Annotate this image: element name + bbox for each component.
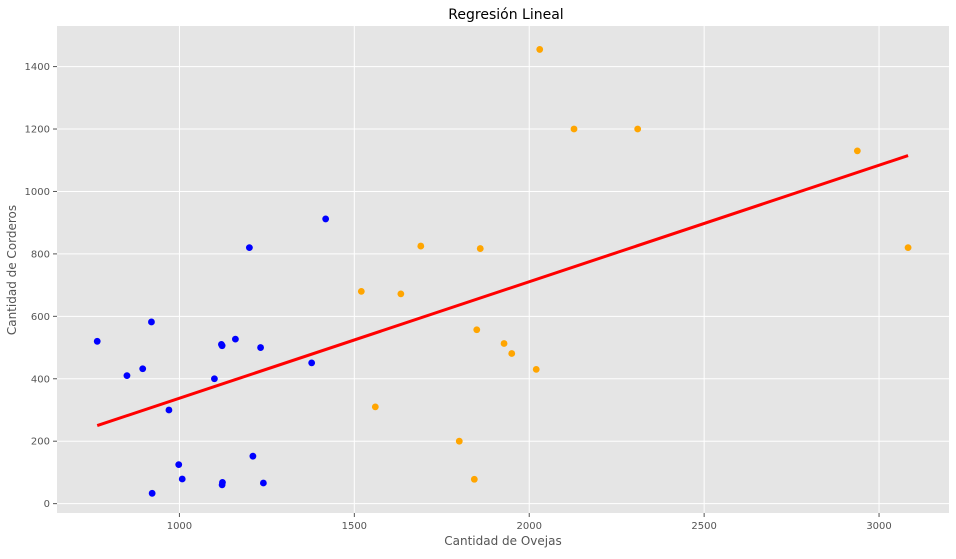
- x-tick-label: 3000: [866, 521, 891, 532]
- y-axis-label: Cantidad de Corderos: [5, 205, 19, 335]
- data-point-orange: [417, 242, 425, 250]
- data-point-blue: [245, 244, 253, 252]
- x-tick-label: 2000: [517, 521, 542, 532]
- data-point-blue: [257, 344, 264, 351]
- x-tick-label: 1500: [342, 521, 367, 532]
- chart-title: Regresión Lineal: [448, 7, 563, 23]
- data-point-blue: [211, 375, 218, 383]
- data-point-blue: [139, 365, 147, 373]
- x-tick-label: 1000: [167, 521, 192, 532]
- regression-line: [96, 154, 909, 428]
- data-point-blue: [178, 475, 186, 483]
- y-tick-label: 1200: [25, 125, 50, 136]
- data-point-orange: [476, 245, 484, 252]
- y-tick-label: 200: [31, 437, 50, 448]
- data-point-orange: [508, 350, 516, 357]
- y-tick-label: 400: [31, 374, 50, 385]
- data-point-orange: [371, 403, 379, 411]
- data-point-blue: [93, 337, 101, 345]
- regression-line-layer: [96, 154, 909, 428]
- data-point-orange: [357, 287, 365, 295]
- data-point-orange: [397, 290, 405, 298]
- data-point-blue: [249, 452, 257, 460]
- y-tick-label: 800: [31, 249, 50, 260]
- data-point-blue: [148, 489, 156, 497]
- y-tick-label: 600: [31, 312, 50, 323]
- data-point-blue: [175, 461, 183, 469]
- data-point-orange: [500, 340, 508, 347]
- data-point-blue: [219, 479, 226, 486]
- data-point-orange: [470, 475, 478, 483]
- data-points: [93, 46, 912, 497]
- data-point-blue: [308, 359, 316, 367]
- data-point-blue: [322, 215, 330, 223]
- data-point-orange: [455, 437, 463, 445]
- plot-area: [57, 26, 949, 513]
- x-tick-labels: 1000 1500 2000 2500 3000: [167, 513, 892, 532]
- x-axis-label: Cantidad de Ovejas: [444, 534, 561, 548]
- data-point-blue: [259, 479, 267, 487]
- data-point-blue: [218, 342, 226, 350]
- y-tick-label: 1000: [25, 187, 50, 198]
- data-point-orange: [853, 147, 861, 155]
- data-point-blue: [165, 406, 173, 414]
- data-point-blue: [148, 318, 155, 326]
- y-tick-label: 1400: [25, 62, 50, 73]
- x-tick-label: 2500: [691, 521, 716, 532]
- data-point-orange: [570, 125, 578, 133]
- y-tick-label: 0: [44, 499, 50, 510]
- data-point-orange: [634, 125, 642, 133]
- data-point-orange: [532, 365, 540, 373]
- data-point-orange: [473, 326, 481, 334]
- data-point-blue: [232, 335, 239, 343]
- data-point-orange: [904, 244, 912, 252]
- data-point-orange: [536, 46, 544, 53]
- y-tick-labels: 0 200 400 600 800 1000 1200 1400: [25, 62, 57, 510]
- data-point-blue: [123, 372, 131, 380]
